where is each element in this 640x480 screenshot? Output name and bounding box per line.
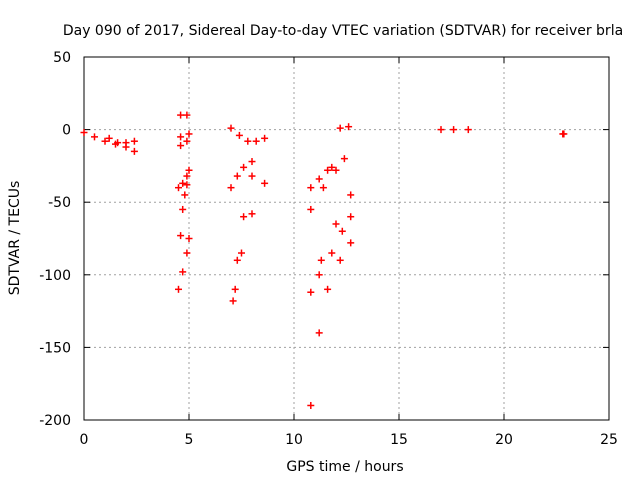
data-point	[319, 184, 327, 192]
x-tick-label: 15	[390, 432, 408, 448]
data-point	[183, 181, 191, 189]
data-point	[177, 111, 185, 119]
data-point	[233, 172, 241, 180]
data-point	[183, 111, 191, 119]
data-point	[347, 239, 355, 247]
chart-title: Day 090 of 2017, Sidereal Day-to-day VTE…	[63, 23, 623, 39]
data-point	[315, 329, 323, 337]
x-tick-labels: 0 5 10 15 20 25	[80, 432, 618, 448]
data-point	[560, 130, 568, 138]
data-point	[317, 256, 325, 264]
data-point	[244, 137, 252, 145]
data-point	[248, 172, 256, 180]
data-point	[307, 184, 315, 192]
data-point	[324, 166, 332, 174]
data-point	[175, 184, 182, 192]
data-point	[80, 129, 88, 137]
data-point	[175, 285, 182, 293]
data-point	[332, 166, 340, 174]
y-axis-label: SDTVAR / TECUs	[7, 181, 23, 296]
data-point	[240, 213, 248, 221]
data-point	[177, 133, 185, 141]
data-point	[345, 123, 353, 131]
data-point	[229, 297, 237, 305]
data-point	[261, 134, 269, 142]
data-point	[307, 401, 315, 409]
grid-lines	[84, 57, 609, 420]
plot-frame	[83, 56, 610, 421]
data-point	[307, 288, 315, 296]
data-point	[233, 256, 241, 264]
data-point	[105, 134, 113, 142]
data-point	[340, 155, 348, 163]
y-tick-label: -50	[48, 195, 71, 211]
data-point	[183, 172, 191, 180]
data-point	[183, 137, 191, 145]
data-point	[122, 143, 130, 151]
y-tick-label: 50	[53, 50, 71, 66]
data-point	[315, 175, 323, 183]
axis-ticks	[83, 56, 610, 421]
data-point	[231, 285, 239, 293]
data-point	[336, 124, 344, 132]
data-point	[185, 130, 193, 138]
x-tick-label: 25	[600, 432, 618, 448]
x-tick-label: 10	[285, 432, 303, 448]
data-point	[130, 147, 138, 155]
data-point	[437, 126, 445, 134]
data-point	[336, 256, 344, 264]
data-point	[315, 271, 323, 279]
data-point	[248, 158, 256, 166]
data-point	[179, 268, 187, 276]
data-point	[185, 166, 193, 174]
data-point	[332, 220, 340, 228]
data-point	[324, 285, 332, 293]
data-point	[130, 137, 138, 145]
data-point	[252, 137, 260, 145]
data-point	[91, 133, 98, 141]
data-points	[80, 111, 568, 409]
y-tick-label: -100	[39, 268, 71, 284]
data-point	[347, 213, 355, 221]
data-point	[240, 163, 248, 171]
data-point	[238, 249, 245, 257]
data-point	[227, 184, 235, 192]
data-point	[261, 179, 269, 187]
data-point	[328, 163, 336, 171]
data-point	[177, 142, 185, 150]
data-point	[177, 232, 185, 240]
x-tick-label: 20	[495, 432, 513, 448]
data-point	[101, 137, 109, 145]
data-point	[179, 205, 187, 213]
data-point	[248, 210, 256, 218]
data-point	[464, 126, 472, 134]
data-point	[179, 179, 187, 187]
data-point	[347, 191, 355, 199]
data-point	[338, 227, 346, 235]
data-point	[227, 124, 235, 132]
data-point	[307, 205, 315, 213]
data-point	[328, 249, 336, 257]
data-point	[185, 235, 193, 242]
x-tick-label: 5	[185, 432, 194, 448]
x-axis-label: GPS time / hours	[286, 459, 403, 475]
y-tick-label: 0	[62, 123, 71, 139]
y-tick-label: -200	[39, 413, 71, 429]
x-tick-label: 0	[80, 432, 89, 448]
data-point	[450, 126, 458, 134]
y-tick-labels: -200 -150 -100 -50 0 50	[39, 50, 71, 429]
y-tick-label: -150	[39, 340, 71, 356]
data-point	[183, 249, 191, 257]
data-point	[181, 191, 189, 199]
data-point	[114, 139, 122, 147]
data-point	[235, 131, 243, 139]
